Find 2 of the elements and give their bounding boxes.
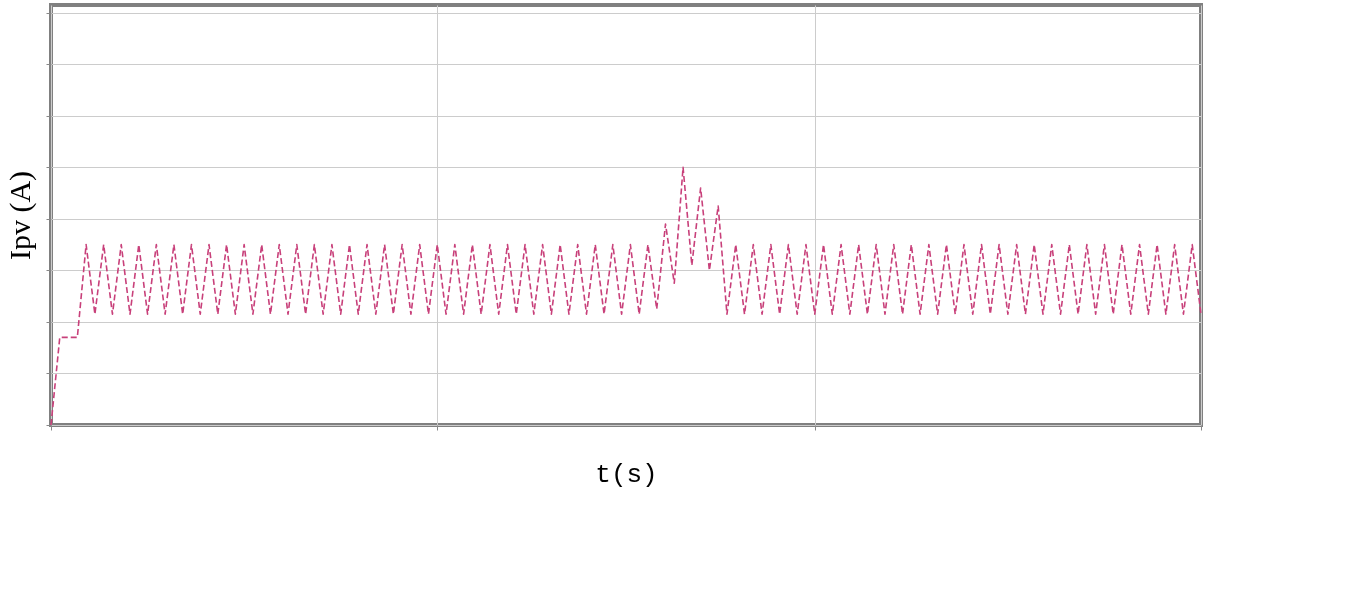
x-axis-title: t(s) xyxy=(595,460,658,490)
y-axis-title: Ipv (A) xyxy=(3,170,37,261)
